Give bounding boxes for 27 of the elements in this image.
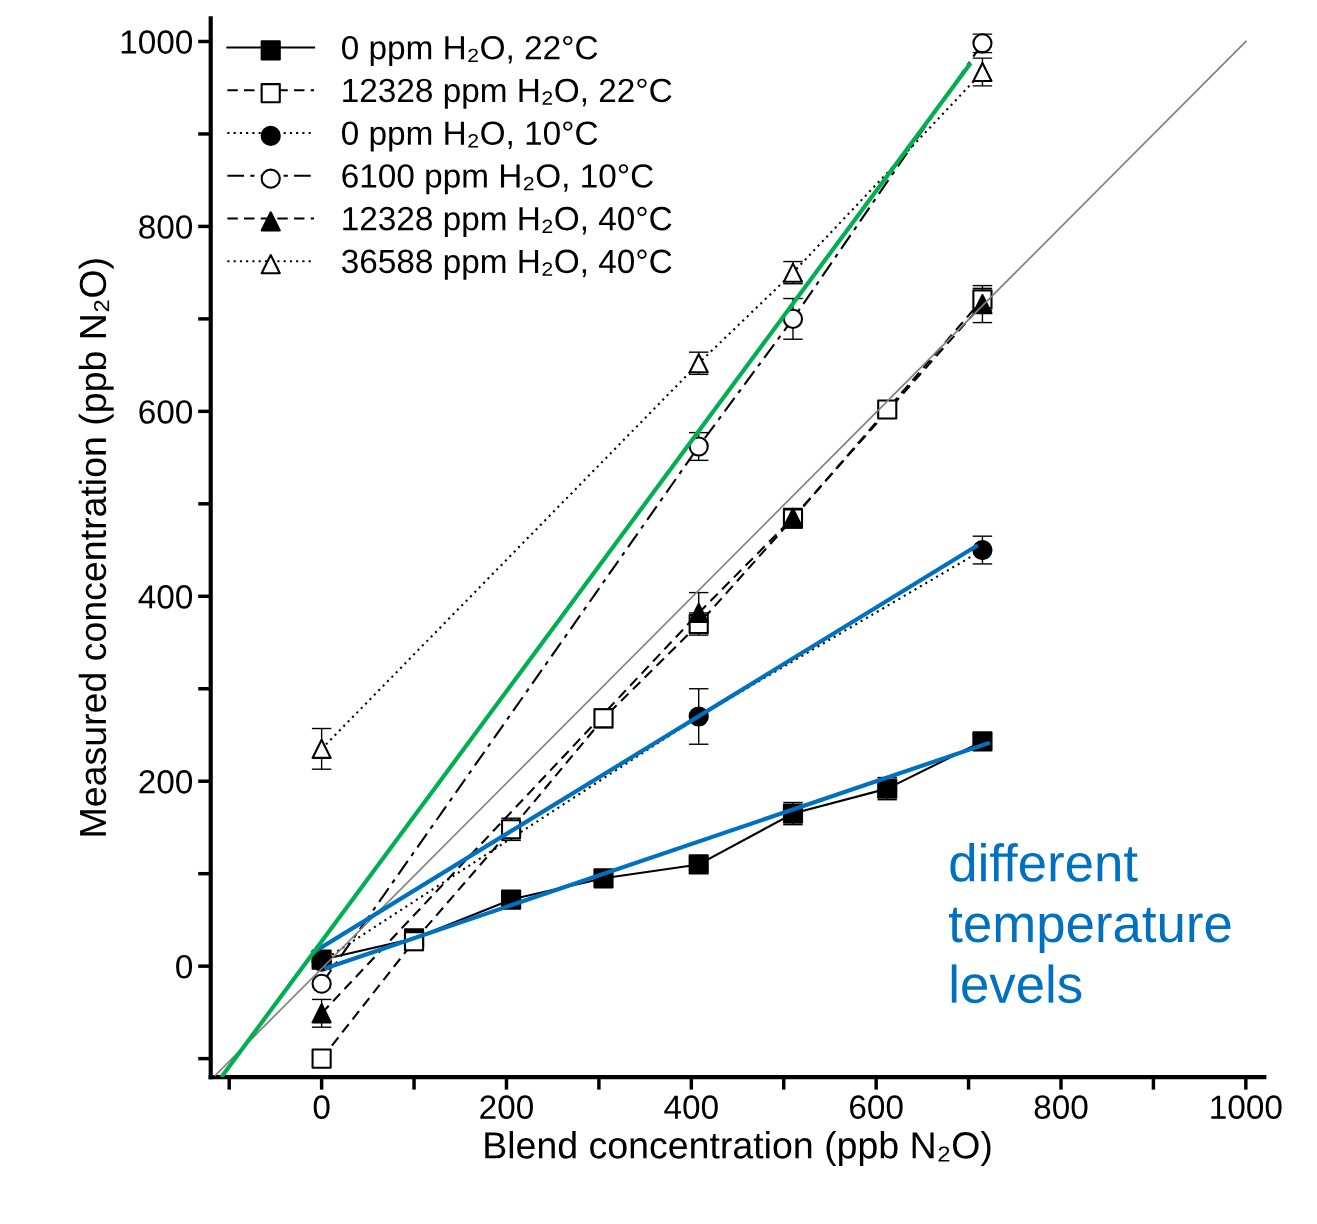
- y-tick-label: 600: [139, 400, 193, 424]
- legend-label: 0 ppm H₂O, 10°C: [342, 121, 598, 152]
- x-tick-label: 600: [850, 1095, 903, 1119]
- legend-label: 36588 ppm H₂O, 40°C: [341, 249, 672, 280]
- point: [688, 854, 709, 875]
- y-tick-label: 0: [176, 954, 193, 979]
- legend-label: 12328 ppm H₂O, 22°C: [343, 78, 672, 109]
- legend-label: 6100 ppm H₂O, 10°C: [342, 164, 653, 195]
- point: [877, 399, 898, 420]
- x-tick-label: 200: [480, 1095, 533, 1119]
- y-tick-label: 200: [139, 770, 193, 794]
- point: [311, 738, 332, 759]
- x-tick-label: 800: [1034, 1095, 1088, 1119]
- point: [688, 602, 709, 624]
- x-axis-title: Blend concentration (ppb N₂O): [485, 1131, 991, 1167]
- y-axis-title: Measured concentration (ppb N₂O): [78, 259, 114, 836]
- x-tick-label: 400: [664, 1095, 718, 1119]
- x-tick-label: 0: [313, 1095, 330, 1119]
- y-tick-label: 1000: [121, 30, 193, 54]
- x-tick-label: 1000: [1211, 1095, 1282, 1119]
- y-tick-label: 800: [139, 215, 193, 239]
- legend-label: 0 ppm H₂O, 22°C: [342, 35, 598, 67]
- point: [311, 1048, 332, 1069]
- legend-label: 12328 ppm H₂O, 40°C: [343, 206, 672, 238]
- y-tick-label: 400: [138, 585, 193, 609]
- annotation: different temperature levels: [949, 843, 1231, 1004]
- point: [311, 1003, 332, 1024]
